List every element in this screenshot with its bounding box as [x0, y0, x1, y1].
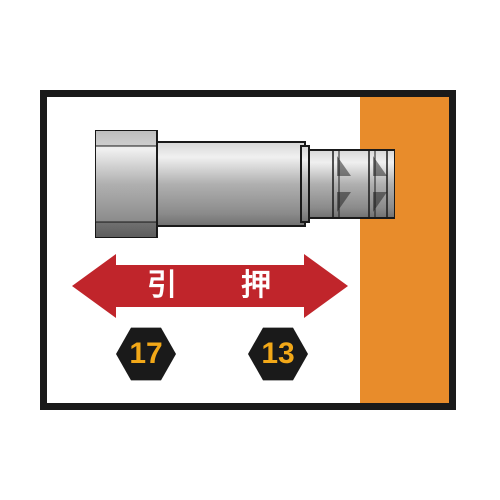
arrow-bar-pull: 引 — [116, 265, 210, 307]
arrow-head-right — [304, 254, 348, 318]
arrow-label-push: 押 — [241, 271, 273, 301]
socket-tool — [95, 130, 395, 238]
arrow-label-pull: 引 — [147, 271, 179, 301]
pull-push-arrow: 引 押 — [72, 254, 348, 318]
arrow-bar-push: 押 — [210, 265, 304, 307]
hex-label-13: 13 — [261, 339, 294, 369]
arrow-head-left — [72, 254, 116, 318]
hex-label-17: 17 — [129, 339, 162, 369]
